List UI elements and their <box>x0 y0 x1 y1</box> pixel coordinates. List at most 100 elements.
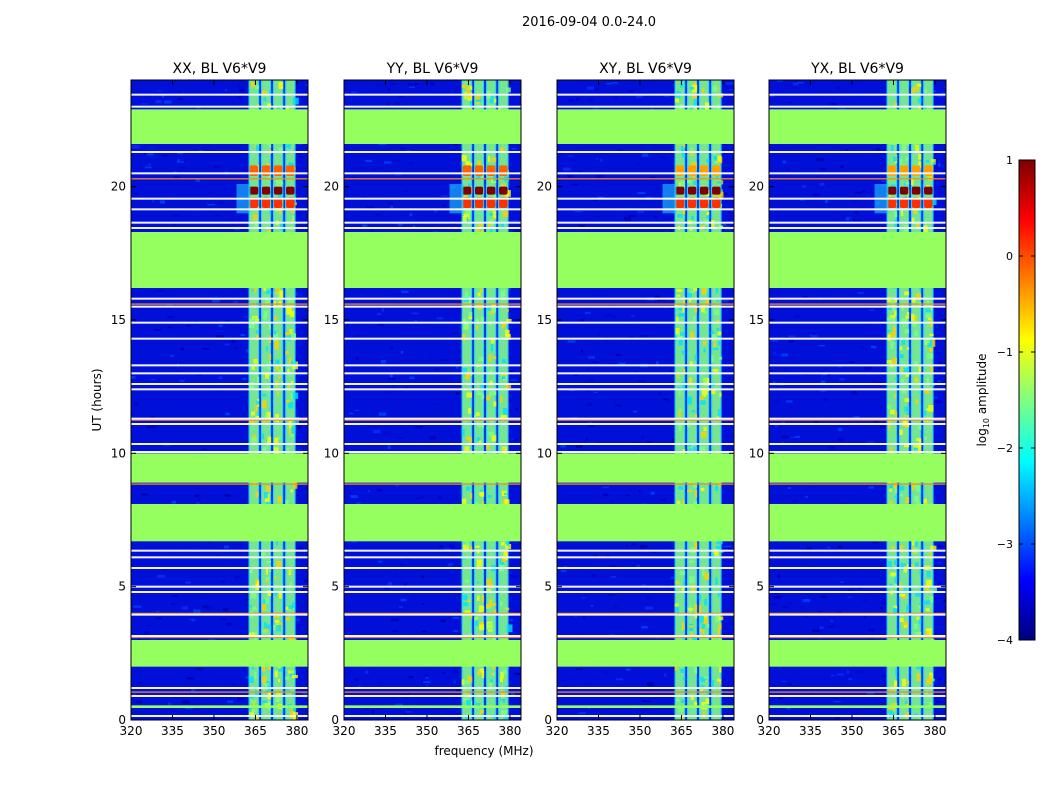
rfi-band-speck <box>711 220 715 228</box>
colorbar-tick-label: −1 <box>997 346 1013 359</box>
gap-row <box>344 715 521 717</box>
noise-cell <box>426 684 429 687</box>
gap-row <box>131 151 308 153</box>
x-tick-label: 365 <box>244 724 267 738</box>
noise-cell <box>392 293 401 295</box>
noise-cell <box>344 379 350 381</box>
noise-cell <box>235 576 240 579</box>
rfi-band-speck <box>916 83 923 87</box>
rfi-band-speck <box>265 579 269 583</box>
noise-cell <box>651 107 654 111</box>
gap-row <box>769 715 946 717</box>
y-tick-label: 5 <box>331 580 339 594</box>
noise-cell <box>202 448 207 451</box>
gap-row <box>131 585 308 588</box>
rfi-band-speck <box>475 101 481 104</box>
rfi-band-speck <box>912 207 918 214</box>
rfi-band-speck <box>918 604 921 609</box>
rfi-band-speck <box>466 486 470 491</box>
rfi-band-speck <box>265 373 269 379</box>
noise-cell <box>873 334 878 337</box>
rfi-band-speck <box>918 365 922 373</box>
noise-cell <box>728 548 733 551</box>
rfi-band-speck <box>481 295 484 299</box>
noise-cell <box>619 216 625 221</box>
rfi-band-speck <box>682 298 686 305</box>
rfi-band-speck <box>717 191 724 198</box>
noise-cell <box>640 545 648 549</box>
burst-cell <box>899 186 909 195</box>
noise-cell <box>769 167 773 170</box>
rfi-band-speck <box>902 389 906 394</box>
rfi-band-speck <box>924 584 931 593</box>
noise-cell <box>150 381 158 383</box>
flagged-block <box>344 504 521 542</box>
rfi-band-speck <box>714 156 718 161</box>
rfi-band-speck <box>676 698 680 702</box>
noise-cell <box>186 324 191 327</box>
noise-cell <box>410 390 416 393</box>
noise-cell <box>444 340 453 344</box>
burst-cell <box>286 165 295 176</box>
noise-cell <box>786 102 793 104</box>
noise-cell <box>193 609 201 613</box>
gap-row <box>769 443 946 445</box>
noise-cell <box>633 434 640 438</box>
rfi-band-speck <box>687 179 692 184</box>
noise-cell <box>875 402 884 404</box>
noise-cell <box>654 215 658 218</box>
rfi-band-speck <box>691 215 694 221</box>
noise-cell <box>383 161 392 164</box>
rfi-band-speck <box>930 339 936 347</box>
rfi-band-speck <box>467 407 472 414</box>
noise-cell <box>775 596 783 598</box>
rfi-band-speck <box>465 716 469 720</box>
rfi-band-speck <box>285 676 290 680</box>
rfi-band-speck <box>674 665 678 671</box>
noise-cell <box>131 376 136 379</box>
rfi-band-speck <box>275 286 281 294</box>
rfi-band-speck <box>918 106 924 109</box>
rfi-band-speck <box>717 181 722 184</box>
noise-cell <box>135 700 142 704</box>
rfi-band-speck <box>911 88 916 93</box>
rfi-band-speck <box>705 698 710 704</box>
rfi-band-speck <box>675 580 680 585</box>
rfi-band-speck <box>491 157 497 163</box>
noise-cell <box>405 557 413 561</box>
noise-cell <box>133 192 139 195</box>
gap-row <box>131 337 308 340</box>
rfi-band-speck <box>911 564 916 570</box>
y-tick-label: 0 <box>756 713 764 727</box>
gap-row <box>344 635 521 637</box>
noise-cell <box>514 329 518 333</box>
gap-row <box>131 567 308 569</box>
noise-cell <box>170 603 176 605</box>
noise-cell <box>806 547 813 551</box>
rfi-band-speck <box>712 85 717 92</box>
noise-cell <box>636 162 642 166</box>
noise-cell <box>666 440 674 442</box>
rfi-band-speck <box>924 690 929 695</box>
rfi-band-speck <box>500 671 505 678</box>
noise-cell <box>345 225 349 227</box>
rfi-band-speck <box>688 378 691 383</box>
noise-cell <box>403 430 409 432</box>
rfi-band-speck <box>255 415 260 419</box>
rfi-band-speck <box>928 317 932 320</box>
noise-cell <box>419 444 425 448</box>
rfi-band-speck <box>256 144 262 153</box>
rfi-band-speck <box>480 491 486 497</box>
rfi-band-speck <box>504 499 510 506</box>
noise-cell <box>770 106 777 110</box>
rfi-band-speck <box>899 544 904 553</box>
rfi-band-speck <box>916 616 920 620</box>
rfi-band-core <box>688 80 696 720</box>
rfi-band-speck <box>252 214 258 221</box>
noise-cell <box>869 309 875 312</box>
rfi-band-speck <box>905 156 909 162</box>
noise-cell <box>376 488 383 492</box>
gap-row <box>131 305 308 308</box>
rfi-line <box>557 303 734 305</box>
rfi-band-speck <box>893 688 897 694</box>
